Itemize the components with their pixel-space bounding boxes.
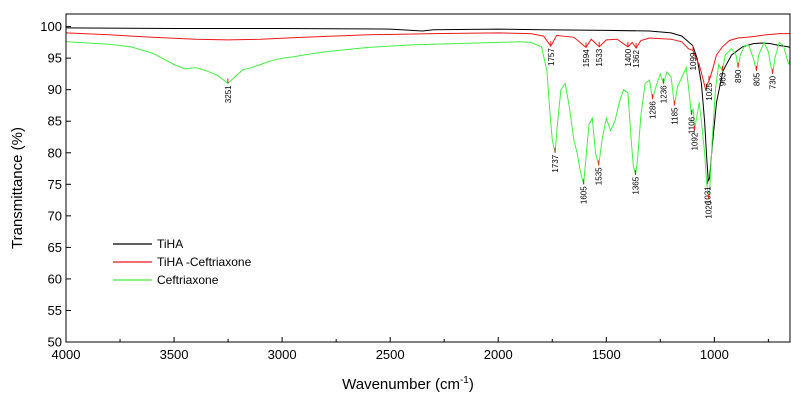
y-axis-title: Transmittance (%): [9, 127, 26, 249]
y-tick-label: 50: [48, 335, 62, 350]
peak-label: 1737: [551, 154, 560, 172]
y-tick-label: 75: [48, 177, 62, 192]
x-tick-label: 1000: [700, 347, 729, 362]
peak-label: 1362: [632, 50, 641, 68]
x-tick-label: 3000: [268, 347, 297, 362]
legend-label-ceftriaxone: Ceftriaxone: [157, 273, 219, 287]
peak-label: 1533: [595, 48, 604, 66]
y-tick-label: 100: [40, 19, 62, 34]
peak-label: 963: [718, 72, 727, 86]
series-layer: [65, 27, 791, 199]
peak-label: 1400: [624, 48, 633, 66]
series-line-tiha: [65, 27, 791, 182]
peak-label: 1092: [691, 132, 700, 150]
peak-label: 1025: [705, 82, 714, 100]
peak-label: 1236: [659, 85, 668, 103]
peak-label: 1286: [649, 101, 658, 119]
series-line-ceftriaxone: [65, 41, 791, 199]
y-tick-label: 80: [48, 145, 62, 160]
peak-label: 1594: [582, 49, 591, 67]
peak-label: 1185: [670, 107, 679, 125]
x-tick-label: 1500: [592, 347, 621, 362]
peak-label: 1757: [547, 48, 556, 66]
legend-label-tiha: TiHA: [157, 237, 183, 251]
plot-frame: [65, 13, 791, 343]
y-tick-label: 85: [48, 114, 62, 129]
peak-label: 1026: [705, 200, 714, 218]
y-tick-label: 65: [48, 240, 62, 255]
legend: TiHA TiHA -Ceftriaxone Ceftriaxone: [113, 237, 252, 287]
x-axis-title: Wavenumber (cm-1): [342, 375, 474, 393]
peak-label: 890: [734, 69, 743, 83]
x-tick-label: 4000: [52, 347, 81, 362]
peak-label: 1605: [580, 186, 589, 204]
x-tick-label: 2500: [376, 347, 405, 362]
x-axis: 4000 3500 3000 2500 2000 1500 1000: [52, 337, 769, 362]
legend-label-tiha-ceftriaxone: TiHA -Ceftriaxone: [157, 255, 252, 269]
peak-label: 1031: [704, 186, 713, 204]
peak-label: 3251: [224, 85, 233, 103]
x-tick-label: 2000: [484, 347, 513, 362]
y-axis: 50 55 60 65 70 75 80 85 90 95 100: [40, 19, 71, 350]
peak-label: 1099: [689, 52, 698, 70]
y-tick-label: 70: [48, 208, 62, 223]
x-axis-title-sup: -1: [460, 375, 469, 386]
y-tick-label: 90: [48, 82, 62, 97]
peak-label: 730: [769, 75, 778, 89]
y-tick-label: 95: [48, 51, 62, 66]
y-tick-label: 60: [48, 271, 62, 286]
x-axis-title-main: Wavenumber (cm: [342, 376, 460, 393]
y-tick-label: 55: [48, 303, 62, 318]
x-tick-label: 3500: [160, 347, 189, 362]
peak-label: 1106: [687, 116, 696, 134]
x-axis-title-end: ): [469, 376, 474, 393]
peak-labels: 3251 1757 1594 1533 1400 1362 1099 1025 963 890 80…: [224, 41, 778, 219]
peak-label: 805: [753, 72, 762, 86]
peak-label: 1535: [595, 167, 604, 185]
peak-label: 1365: [632, 176, 641, 194]
series-line-tiha-ceftriaxone: [65, 32, 790, 92]
